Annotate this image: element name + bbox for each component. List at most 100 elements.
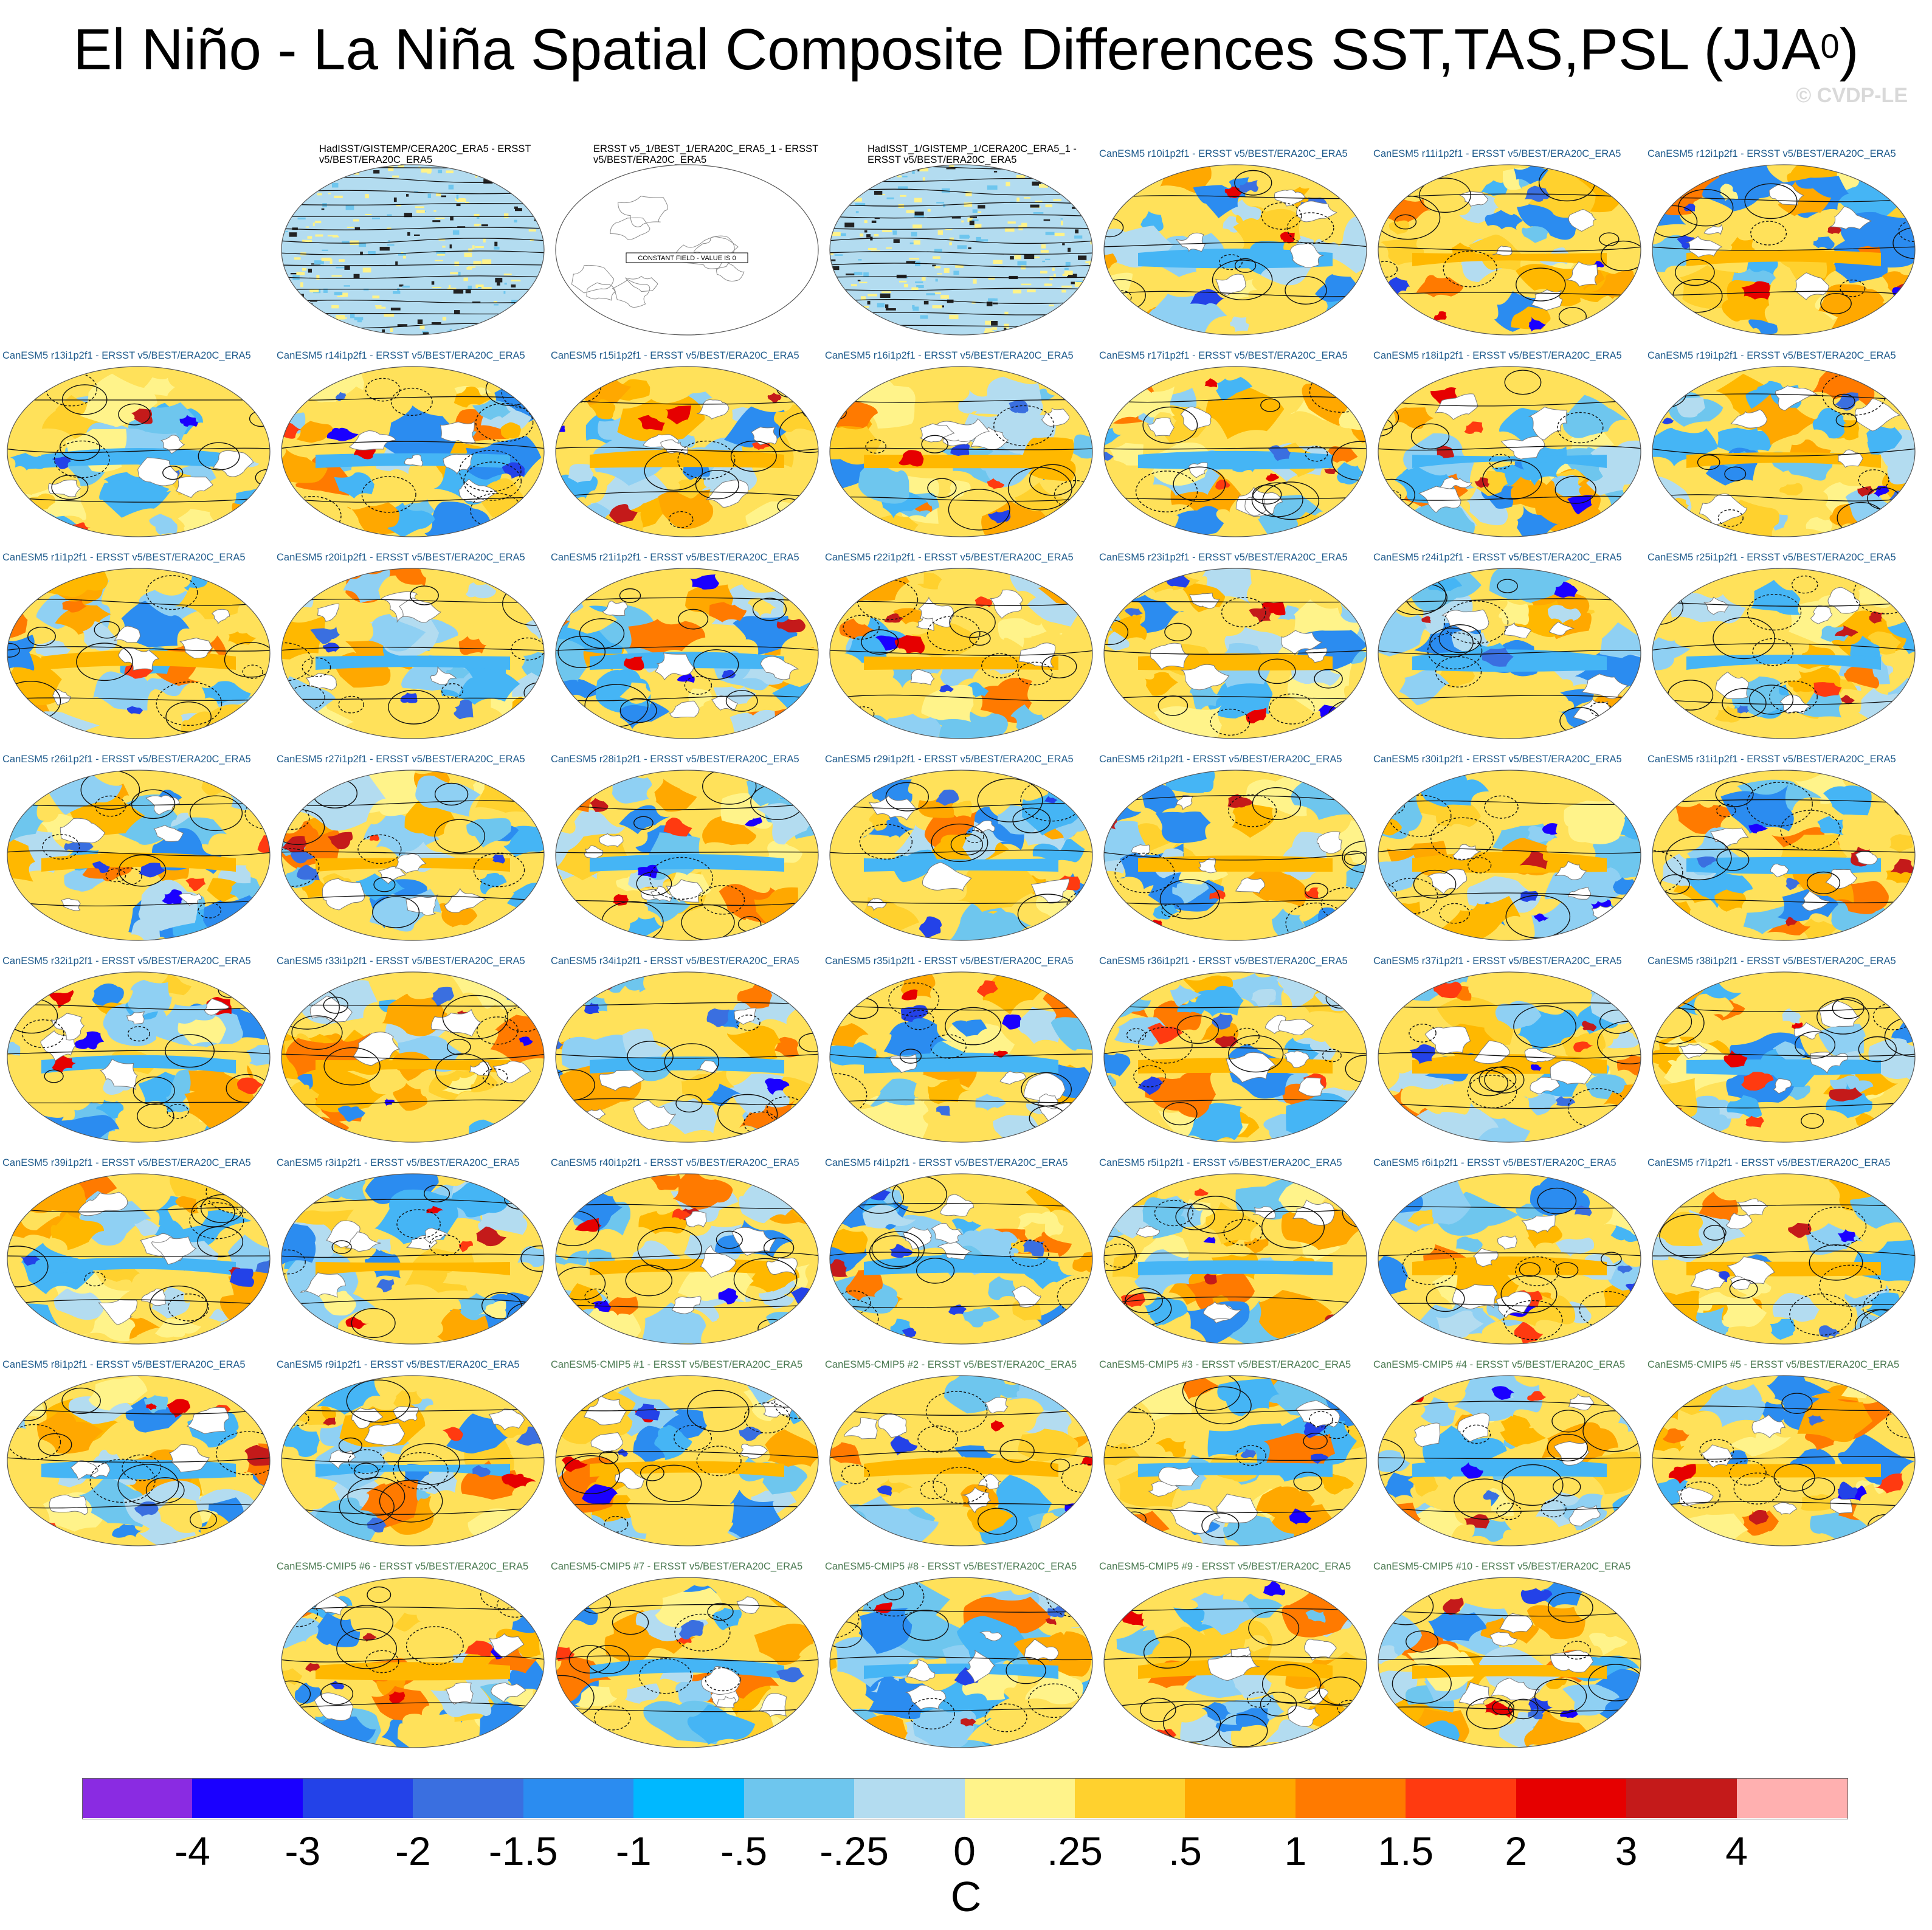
psl-contour [861, 629, 899, 655]
anomaly-region [1454, 1376, 1518, 1421]
anomaly-cell [334, 195, 343, 198]
world-map [555, 1173, 819, 1345]
land-mass [1855, 398, 1902, 432]
psl-contour [625, 1264, 673, 1297]
anomaly-extreme [323, 1417, 336, 1426]
land-mass [345, 1231, 381, 1252]
psl-contour [1104, 1408, 1367, 1415]
anomaly-cell [975, 224, 982, 229]
anomaly-extreme [1122, 1611, 1145, 1627]
anomaly-extreme [1857, 486, 1875, 497]
panel-title: ERSST v5_1/BEST_1/ERA20C_ERA5_1 - ERSST … [593, 143, 818, 165]
psl-contour [1547, 1592, 1593, 1623]
anomaly-region [1420, 1397, 1457, 1427]
psl-contour [556, 1655, 818, 1662]
anomaly-cell [332, 236, 336, 238]
anomaly-region [1068, 434, 1092, 459]
psl-contour [687, 1390, 750, 1432]
psl-contour [281, 800, 544, 807]
anomaly-region [1481, 180, 1508, 196]
map-outline [281, 1375, 545, 1546]
anomaly-extreme [1748, 1510, 1769, 1525]
land-mass [1175, 232, 1206, 252]
land-mass [351, 1407, 384, 1429]
anomaly-cell [321, 257, 332, 261]
panel-title: CanESM5 r4i1p2f1 - ERSST v5/BEST/ERA20C_… [825, 1157, 1068, 1168]
anomaly-extreme [1104, 1314, 1122, 1330]
anomaly-region [618, 805, 671, 835]
psl-contour [281, 275, 544, 279]
psl-contour [920, 1480, 948, 1500]
anomaly-extreme [1437, 446, 1454, 458]
equatorial-band [1686, 1059, 1881, 1075]
anomaly-cell [458, 272, 461, 276]
panel-title: CanESM5 r20i1p2f1 - ERSST v5/BEST/ERA20C… [277, 552, 525, 563]
anomaly-region [1235, 1179, 1300, 1220]
psl-contour [1104, 1456, 1367, 1461]
psl-contour [696, 1446, 742, 1477]
anomaly-region [368, 614, 426, 652]
anomaly-extreme [1332, 1726, 1354, 1745]
psl-contour [1601, 1252, 1622, 1266]
psl-contour [391, 387, 433, 416]
anomaly-region [1522, 224, 1550, 243]
psl-contour [1304, 883, 1328, 899]
anomaly-cell [431, 281, 435, 285]
anomaly-extreme [1268, 445, 1291, 461]
anomaly-cell [1080, 328, 1087, 329]
psl-contour [1554, 475, 1596, 504]
psl-contour [830, 900, 1092, 904]
anomaly-cell [281, 178, 283, 182]
psl-contour [7, 1503, 270, 1509]
anomaly-extreme [1528, 317, 1547, 332]
psl-contour [562, 1455, 620, 1494]
anomaly-cell [390, 328, 393, 332]
anomaly-region [830, 1659, 837, 1674]
anomaly-cell [874, 233, 879, 236]
psl-contour [830, 298, 1092, 305]
land-mass [1700, 1444, 1733, 1468]
anomaly-extreme [1265, 473, 1280, 482]
anomaly-cell [302, 240, 312, 243]
psl-contour [398, 1443, 460, 1485]
anomaly-extreme [1491, 1386, 1515, 1400]
panel-title: CanESM5 r1i1p2f1 - ERSST v5/BEST/ERA20C_… [2, 552, 246, 563]
anomaly-region [954, 864, 1041, 912]
equatorial-band [864, 657, 1058, 670]
world-map [555, 1577, 819, 1748]
psl-contour [981, 653, 1019, 678]
psl-contour [1252, 484, 1282, 505]
anomaly-cell [290, 177, 292, 180]
anomaly-cell [357, 319, 362, 323]
land-mass [60, 818, 106, 844]
psl-contour [1832, 393, 1855, 409]
anomaly-cell [1075, 229, 1079, 233]
psl-contour [830, 694, 1092, 701]
land-mass [1198, 858, 1217, 874]
map-outline [555, 568, 819, 739]
anomaly-region [713, 1296, 767, 1337]
anomaly-cell [922, 277, 926, 281]
land-mass [1427, 869, 1468, 895]
anomaly-extreme [899, 450, 924, 467]
anomaly-extreme [665, 405, 691, 425]
anomaly-cell [1092, 211, 1095, 213]
psl-contour [353, 1463, 379, 1480]
anomaly-region [1072, 1252, 1092, 1274]
colorbar-tick-label: -.25 [819, 1828, 889, 1873]
panel-title: CanESM5 r17i1p2f1 - ERSST v5/BEST/ERA20C… [1099, 350, 1348, 361]
psl-contour [1322, 1049, 1342, 1063]
world-map [1103, 1173, 1367, 1345]
psl-contour [1260, 398, 1280, 412]
psl-contour [53, 440, 110, 478]
panel-title: CanESM5-CMIP5 #8 - ERSST v5/BEST/ERA20C_… [825, 1561, 1077, 1572]
anomaly-extreme [1556, 1096, 1576, 1107]
anomaly-cell [926, 293, 936, 295]
psl-contour [1104, 852, 1367, 861]
psl-contour [1795, 1031, 1836, 1059]
panel-title: CanESM5 r35i1p2f1 - ERSST v5/BEST/ERA20C… [825, 956, 1074, 967]
map-outline [1652, 1375, 1916, 1546]
psl-contour [1802, 1477, 1835, 1500]
anomaly-extreme [875, 635, 903, 651]
psl-contour [776, 379, 804, 398]
